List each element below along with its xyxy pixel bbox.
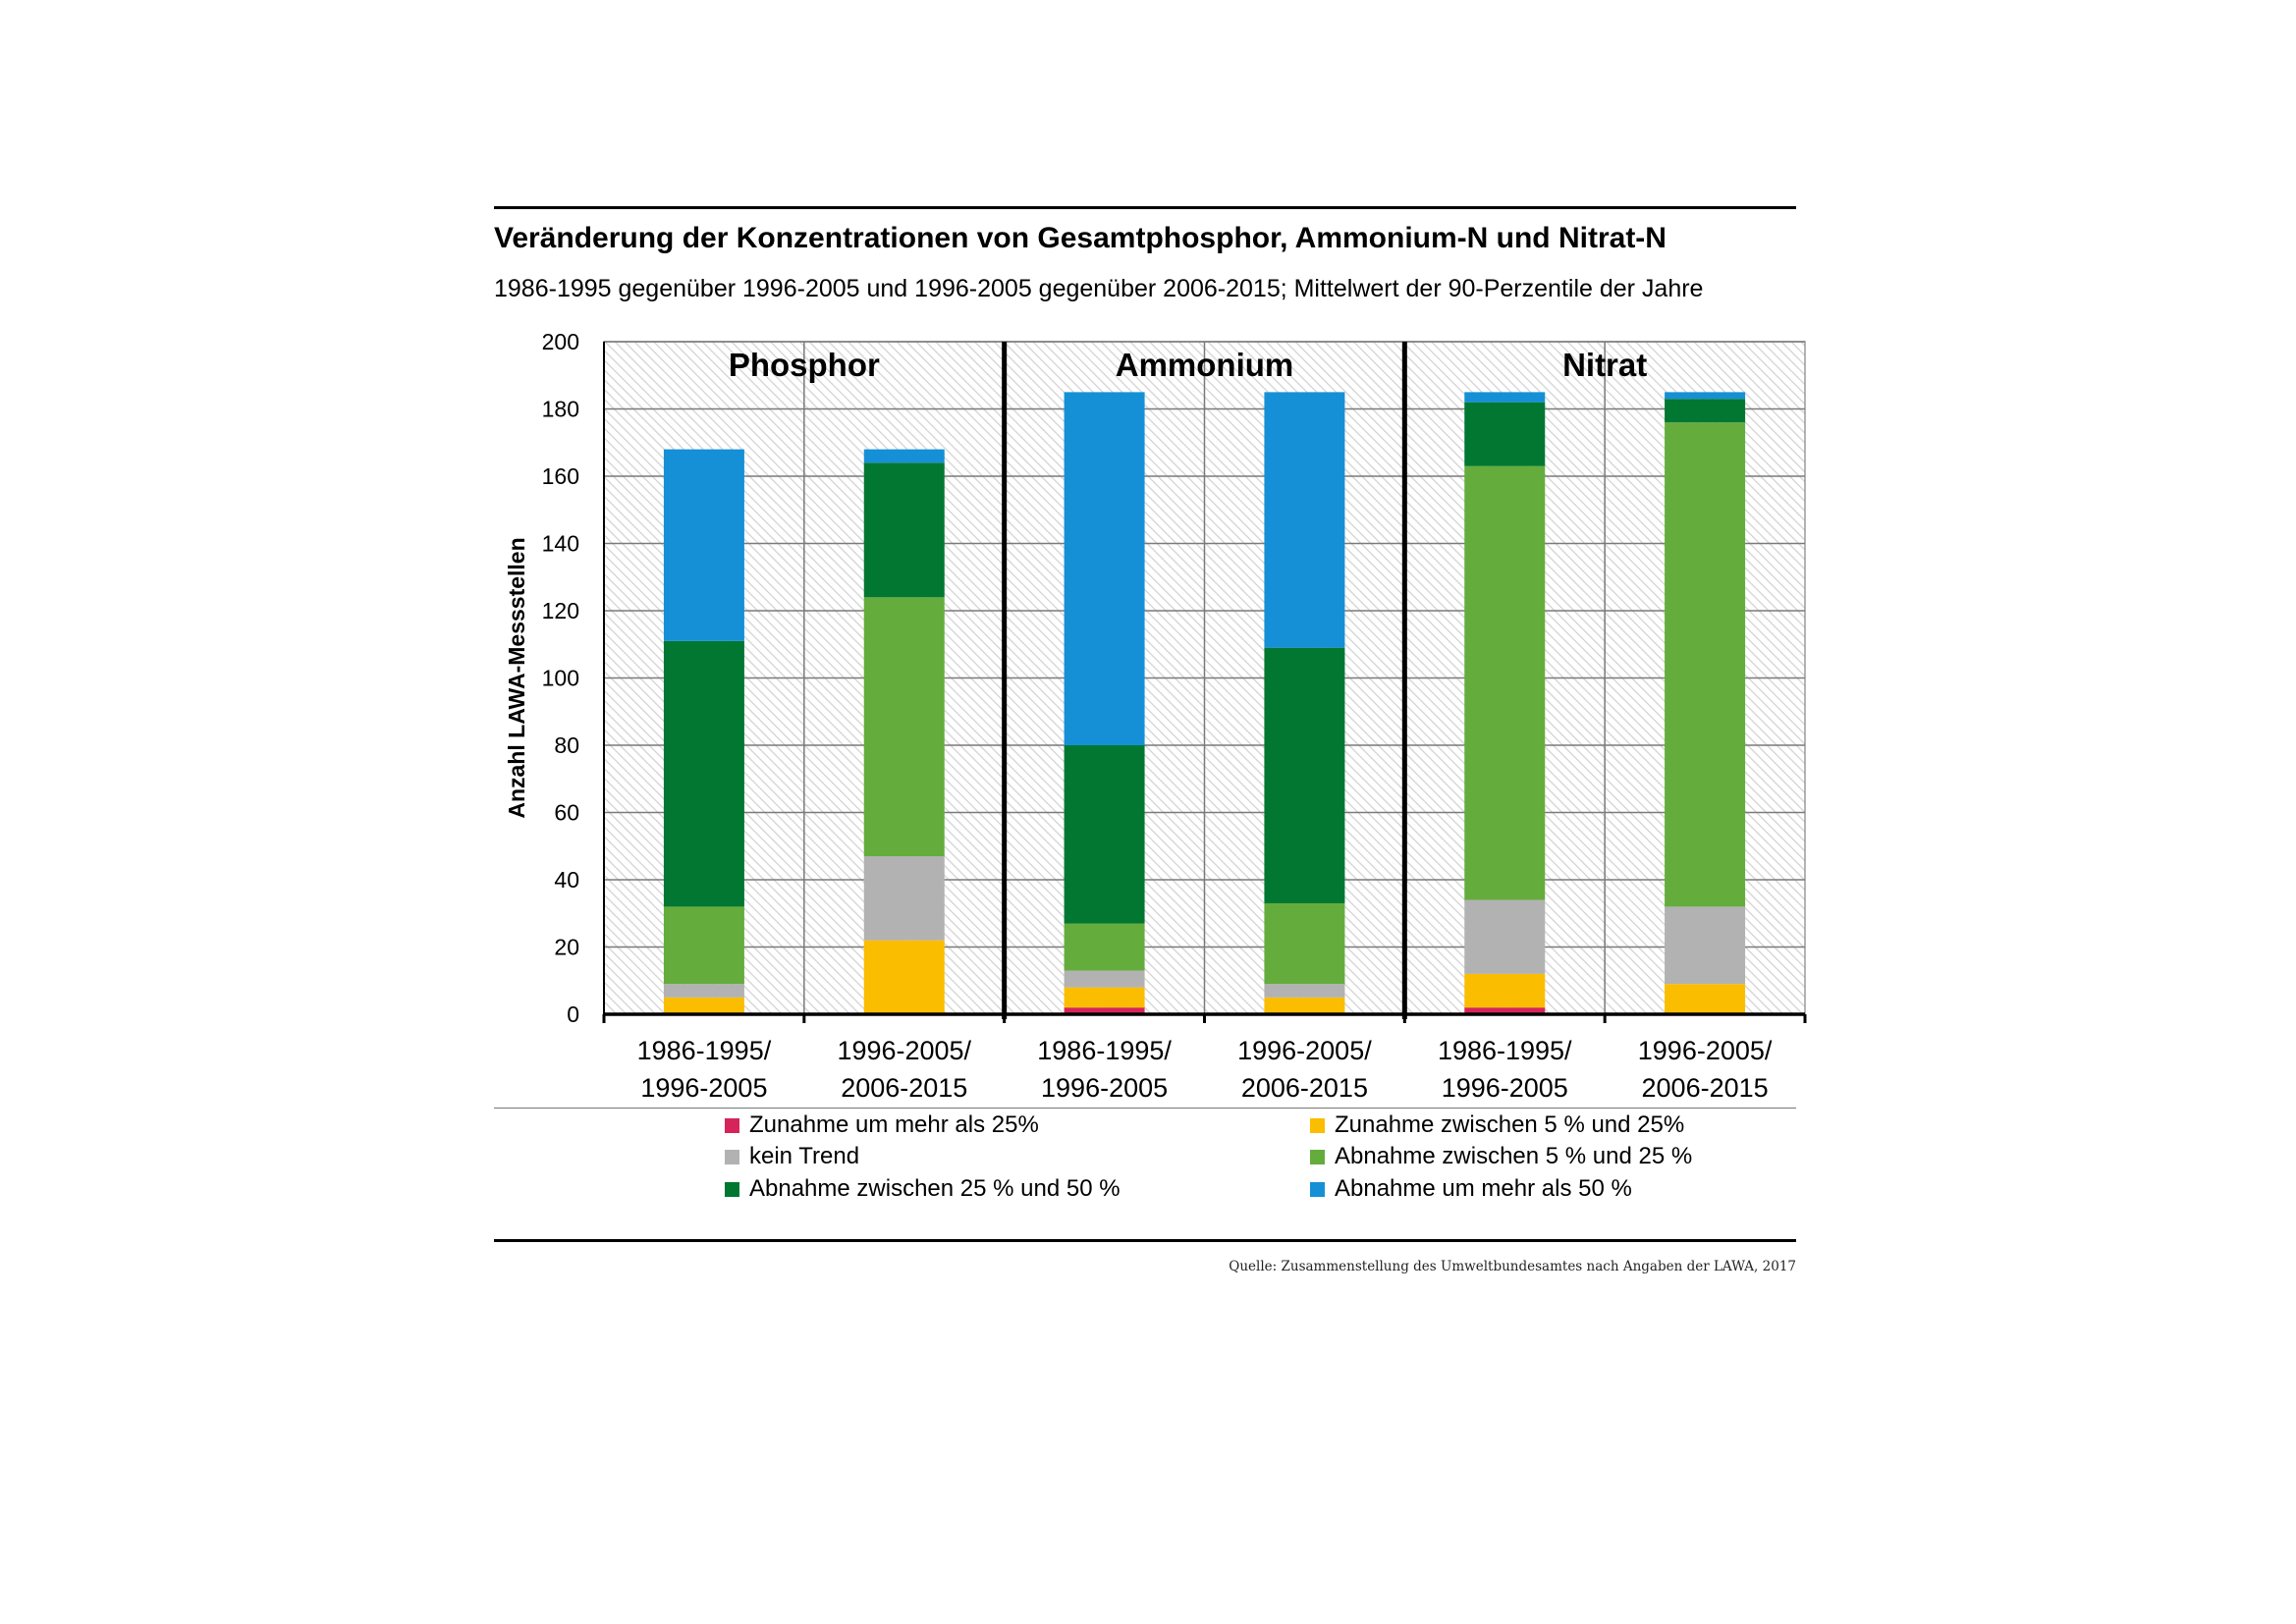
x-tick-label: 1996-2005 [1041,1073,1168,1103]
bottom-rule [494,1239,1796,1242]
y-tick-label: 160 [542,463,579,489]
bar-segment [1264,647,1345,903]
bar-segment [1665,399,1746,423]
y-tick-label: 120 [542,598,579,623]
group-label: Phosphor [729,347,880,383]
bar-segment [1464,392,1546,403]
y-tick-label: 40 [554,867,579,893]
source-note: Quelle: Zusammenstellung des Umweltbunde… [1229,1259,1796,1274]
bar-segment [1464,973,1546,1008]
bar-segment [863,597,945,857]
bar-segment [663,997,744,1014]
group-label: Nitrat [1562,347,1647,383]
x-tick-label: 2006-2015 [1241,1073,1368,1103]
bar-segment [1064,970,1145,988]
y-axis-label: Anzahl LAWA-Messstellen [504,537,529,818]
y-tick-label: 20 [554,935,579,960]
bar-segment [1064,923,1145,971]
x-tick-label: 1986-1995/ [1037,1036,1172,1065]
bar-segment [1464,402,1546,466]
y-tick-label: 0 [567,1001,579,1027]
bar-segment [1264,392,1345,648]
y-tick-label: 100 [542,666,579,691]
x-tick-label: 1986-1995/ [1438,1036,1572,1065]
x-tick-label: 1996-2005/ [1237,1036,1372,1065]
bar-segment [1064,987,1145,1008]
bar-segment [1665,392,1746,400]
bar-segment [663,640,744,907]
y-tick-label: 80 [554,732,579,758]
x-tick-label: 1996-2005/ [837,1036,971,1065]
bar-segment [1064,745,1145,924]
bar-segment [1464,1007,1546,1014]
x-tick-label: 1996-2005/ [1638,1036,1773,1065]
y-tick-label: 180 [542,397,579,422]
bar-segment [663,984,744,998]
x-tick-label: 1996-2005 [640,1073,767,1103]
x-tick-label: 2006-2015 [1642,1073,1769,1103]
y-tick-label: 200 [542,329,579,354]
bar-segment [863,940,945,1014]
bar-segment [1464,465,1546,900]
chart-subtitle: 1986-1995 gegenüber 1996-2005 und 1996-2… [494,275,1704,302]
bar-segment [663,449,744,641]
legend-divider [494,1108,1796,1109]
group-label: Ammonium [1116,347,1294,383]
bar-segment [1264,997,1345,1014]
bar-segment [863,462,945,598]
chart-title: Veränderung der Konzentrationen von Gesa… [494,222,1667,254]
bar-segment [1464,899,1546,974]
bar-segment [1264,902,1345,985]
bar-segment [1665,906,1746,985]
bar-segment [663,906,744,985]
bar-segment [1064,1007,1145,1014]
y-tick-label: 60 [554,800,579,826]
bar-segment [863,856,945,941]
y-tick-label: 140 [542,531,579,557]
bar-segment [1264,984,1345,998]
bar-segment [1064,392,1145,745]
top-rule [494,206,1796,209]
x-tick-label: 2006-2015 [841,1073,967,1103]
x-tick-label: 1986-1995/ [637,1036,772,1065]
x-tick-label: 1996-2005 [1442,1073,1568,1103]
bar-segment [1665,422,1746,907]
bar-segment [863,449,945,463]
bar-segment [1665,984,1746,1014]
